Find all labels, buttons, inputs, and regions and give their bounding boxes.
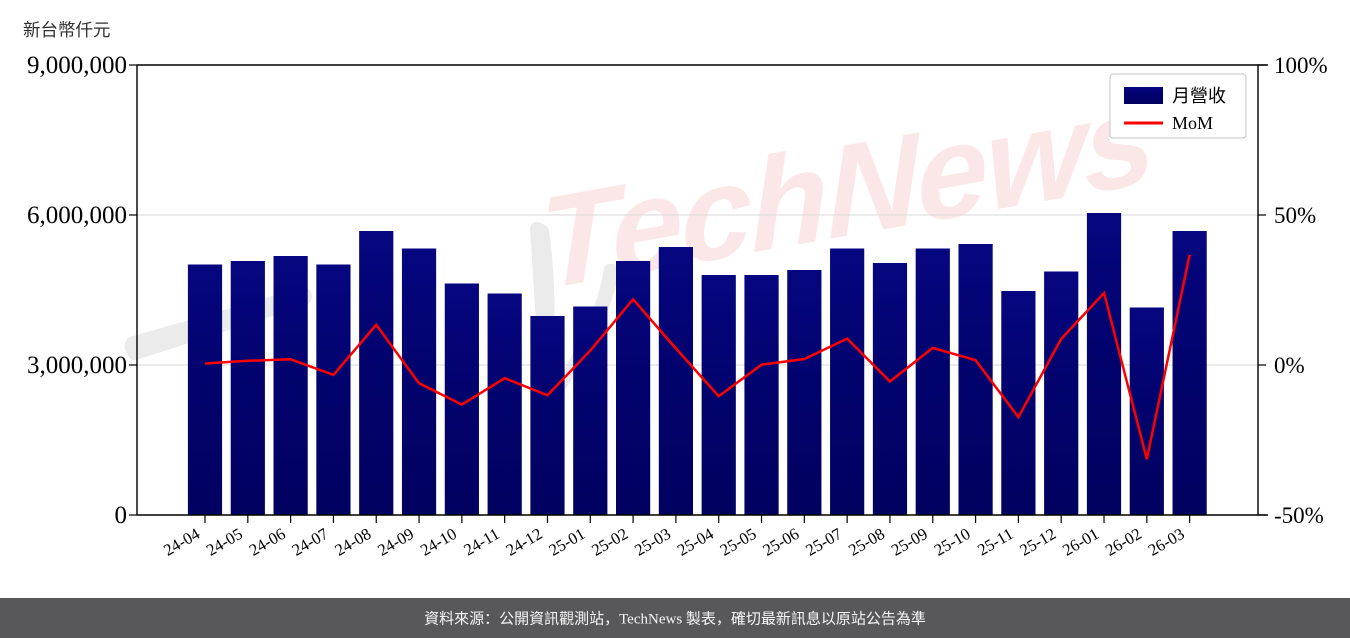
svg-text:50%: 50% [1274, 203, 1316, 228]
svg-text:24-04: 24-04 [160, 524, 203, 560]
svg-text:24-12: 24-12 [503, 524, 546, 560]
svg-text:24-07: 24-07 [289, 524, 332, 560]
svg-text:新台幣仟元: 新台幣仟元 [23, 20, 111, 40]
svg-text:24-10: 24-10 [417, 524, 460, 560]
svg-text:-50%: -50% [1274, 503, 1324, 528]
svg-text:25-07: 25-07 [802, 524, 845, 560]
svg-text:25-10: 25-10 [931, 524, 974, 560]
svg-text:25-03: 25-03 [631, 524, 674, 560]
svg-text:26-03: 26-03 [1145, 524, 1188, 560]
svg-text:24-08: 24-08 [331, 524, 374, 560]
svg-text:26-02: 26-02 [1102, 524, 1145, 560]
svg-text:25-06: 25-06 [759, 524, 802, 560]
svg-text:25-09: 25-09 [888, 524, 931, 560]
svg-text:9,000,000: 9,000,000 [27, 52, 127, 79]
svg-text:6,000,000: 6,000,000 [27, 202, 127, 229]
svg-text:0: 0 [115, 502, 128, 529]
svg-text:25-08: 25-08 [845, 524, 888, 560]
svg-text:24-09: 24-09 [374, 524, 417, 560]
svg-text:24-05: 24-05 [203, 524, 246, 560]
svg-text:25-12: 25-12 [1016, 524, 1059, 560]
svg-text:100%: 100% [1274, 53, 1328, 78]
svg-text:0%: 0% [1274, 353, 1305, 378]
svg-text:24-06: 24-06 [246, 524, 289, 560]
svg-text:25-11: 25-11 [974, 524, 1016, 559]
svg-text:25-04: 25-04 [674, 524, 717, 560]
svg-text:26-01: 26-01 [1059, 524, 1102, 560]
svg-text:MoM: MoM [1172, 113, 1213, 133]
svg-text:月營收: 月營收 [1172, 86, 1226, 106]
svg-text:24-11: 24-11 [460, 524, 502, 559]
svg-text:25-01: 25-01 [545, 524, 588, 560]
svg-text:3,000,000: 3,000,000 [27, 352, 127, 379]
svg-text:25-05: 25-05 [717, 524, 760, 560]
svg-text:25-02: 25-02 [588, 524, 631, 560]
